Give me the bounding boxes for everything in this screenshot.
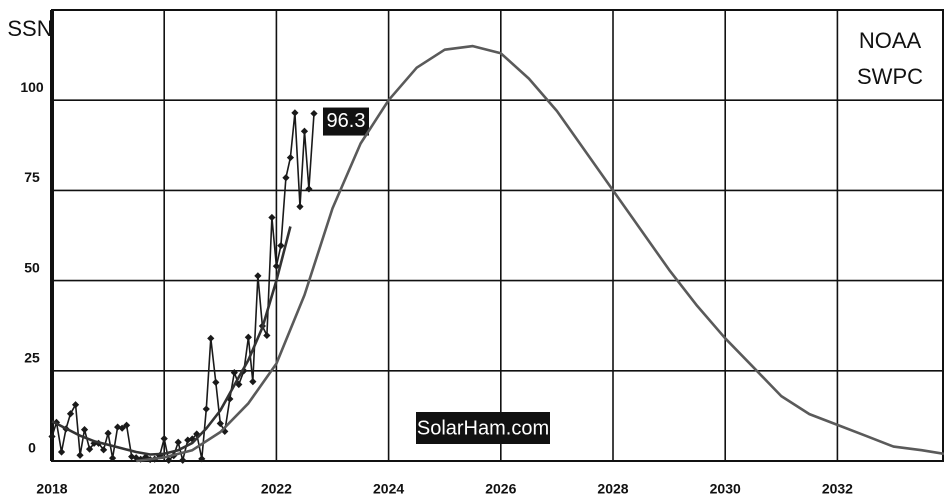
source-line: NOAA [859, 28, 922, 53]
data-point [212, 378, 220, 386]
y-axis-label: SSN [7, 16, 52, 41]
data-point [282, 174, 290, 182]
data-point [286, 153, 295, 162]
data-point [48, 432, 56, 441]
x-tick-label: 2032 [822, 481, 853, 497]
data-point [100, 446, 108, 454]
x-tick-label: 2028 [597, 481, 628, 497]
x-tick-label: 2024 [373, 481, 404, 497]
data-point [310, 109, 318, 118]
watermark: SolarHam.com [417, 417, 549, 439]
x-tick-label: 2022 [261, 481, 292, 497]
data-point [85, 445, 94, 453]
data-point [198, 455, 206, 463]
watermark-box [416, 412, 550, 444]
data-point [179, 456, 187, 464]
x-tick-label: 2026 [485, 481, 516, 497]
y-tick-label: 100 [20, 79, 44, 95]
y-tick-label: 25 [24, 350, 40, 366]
data-point [118, 424, 126, 432]
data-point [291, 109, 299, 117]
data-point [272, 262, 281, 270]
data-point [207, 334, 215, 342]
data-point [216, 419, 224, 428]
data-point [80, 426, 89, 434]
data-point [263, 331, 271, 340]
source-line: SWPC [857, 64, 923, 89]
x-tick-label: 2018 [36, 481, 67, 497]
data-point [202, 405, 210, 413]
x-tick-label: 2020 [149, 481, 180, 497]
data-point [244, 333, 252, 341]
value-label: 96.3 [327, 110, 366, 132]
y-tick-label: 0 [28, 440, 36, 456]
data-point [174, 438, 182, 446]
y-tick-label: 50 [24, 259, 40, 275]
data-point [71, 401, 80, 409]
data-point [268, 213, 276, 222]
data-point [66, 410, 75, 418]
data-point [296, 203, 304, 211]
data-point [249, 378, 257, 386]
data-point [305, 185, 313, 193]
data-point [114, 423, 122, 431]
data-point [230, 369, 238, 377]
data-point [300, 127, 309, 135]
data-point [235, 380, 243, 389]
data-point [221, 427, 229, 436]
series-line [136, 44, 944, 463]
data-point [57, 448, 66, 456]
data-point [160, 435, 168, 443]
x-tick-label: 2030 [710, 481, 741, 497]
data-point [123, 421, 131, 429]
series-line [51, 226, 292, 456]
data-point [104, 429, 112, 437]
data-point [277, 242, 285, 250]
data-point [108, 454, 117, 462]
y-tick-label: 75 [24, 169, 40, 185]
value-label-box [322, 107, 369, 136]
data-point [76, 451, 84, 459]
plot-frame [51, 9, 944, 462]
data-point [226, 395, 234, 403]
data-point [165, 456, 173, 464]
data-point [254, 272, 262, 280]
